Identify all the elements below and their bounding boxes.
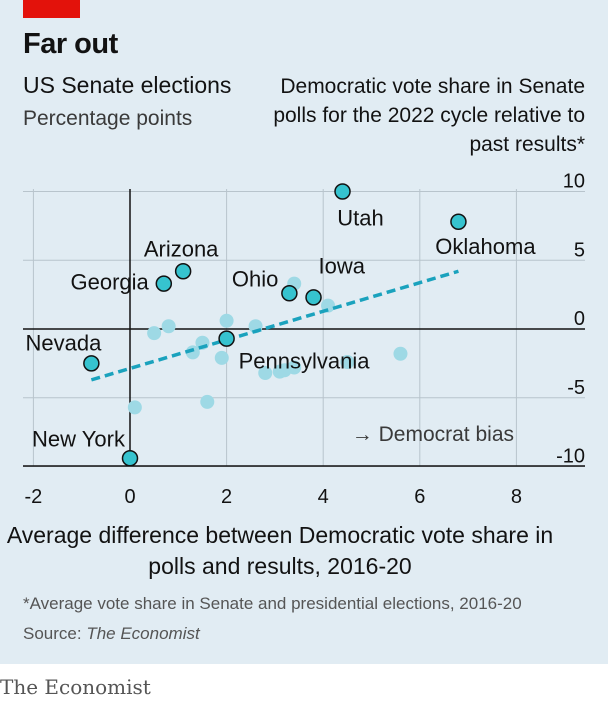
tick-labels: 10 5 0 -5 -10 -2 0 2 4 6 8 (25, 171, 585, 509)
x-tick-label: -2 (25, 486, 43, 508)
background-points (127, 276, 408, 415)
highlighted-point (174, 263, 192, 280)
highlighted-point (281, 285, 298, 302)
x-axis-title: Average difference between Democratic vo… (6, 522, 554, 579)
data-point (127, 400, 142, 415)
annotation: → Democrat bias (352, 423, 514, 446)
point-label: Iowa (319, 253, 366, 278)
x-tick-label: 6 (414, 486, 425, 508)
point-label: Oklahoma (435, 234, 536, 259)
chart-panel (0, 0, 608, 664)
unit-label: Percentage points (23, 107, 193, 130)
point-label: Pennsylvania (239, 349, 371, 374)
y-tick-label: 0 (574, 308, 585, 330)
scatter-chart: Utah Oklahoma Arizona Georgia Ohio Iowa Pennsy… (23, 171, 585, 509)
x-tick-label: 2 (221, 486, 232, 508)
footnote: *Average vote share in Senate and presid… (23, 594, 522, 613)
data-point (147, 326, 162, 341)
highlighted-point (218, 330, 235, 347)
economist-logo: The Economist (0, 675, 151, 699)
highlighted-points (83, 183, 467, 467)
chart-subtitle: US Senate elections (23, 72, 232, 98)
x-tick-label: 4 (318, 486, 329, 508)
data-point (258, 366, 273, 380)
data-point (214, 350, 229, 365)
data-point (200, 394, 215, 409)
data-point (340, 355, 355, 369)
point-label: Georgia (71, 270, 150, 295)
point-label: Arizona (144, 236, 219, 261)
source-name: The Economist (86, 624, 200, 643)
highlighted-point (121, 450, 139, 467)
highlighted-point (450, 213, 467, 230)
brand-tag (23, 0, 80, 18)
point-label: Nevada (26, 330, 103, 355)
chart-title: Far out (23, 28, 118, 60)
source-line: Source: The Economist (23, 624, 200, 644)
data-point (393, 346, 408, 361)
y-axis-title: Democratic vote share in Senate polls fo… (273, 75, 585, 156)
point-label: Utah (337, 206, 383, 231)
data-point (185, 345, 200, 360)
highlighted-point (83, 355, 100, 372)
highlighted-point (305, 289, 322, 306)
y-tick-label: -5 (567, 377, 585, 399)
axes (23, 189, 585, 467)
data-point (161, 319, 176, 334)
x-tick-label: 8 (511, 486, 522, 508)
y-tick-label: 5 (574, 239, 585, 261)
point-label: Ohio (232, 266, 278, 291)
data-point (219, 313, 234, 328)
x-tick-label: 0 (124, 486, 135, 508)
y-tick-label: -10 (556, 446, 585, 468)
y-tick-label: 10 (563, 171, 585, 193)
source-label: Source: (23, 624, 87, 643)
highlighted-point (155, 275, 173, 292)
trend-line-group (90, 269, 459, 382)
point-label: New York (32, 426, 126, 451)
trend-line (90, 269, 459, 382)
highlighted-point (334, 183, 351, 200)
point-labels: Utah Oklahoma Arizona Georgia Ohio Iowa Pennsy… (26, 206, 537, 452)
data-point (287, 360, 302, 375)
